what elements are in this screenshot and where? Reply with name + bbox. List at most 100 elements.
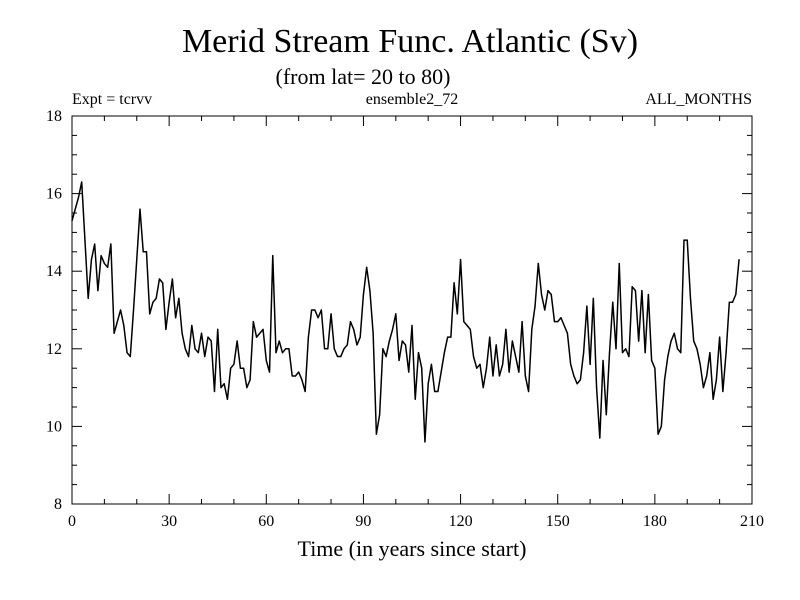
data-point — [181, 332, 183, 334]
data-point — [689, 297, 692, 299]
data-point — [391, 328, 394, 330]
data-point — [515, 355, 517, 358]
y-axis-tick-labels: 8 10 12 14 16 18 — [46, 108, 62, 513]
data-point — [233, 363, 235, 365]
data-point — [602, 359, 604, 362]
data-point — [262, 328, 264, 330]
data-point — [660, 425, 662, 427]
data-point — [327, 348, 329, 350]
y-tick-label: 14 — [46, 263, 62, 280]
data-point — [132, 309, 135, 311]
data-point — [550, 293, 552, 296]
data-point — [168, 301, 170, 303]
data-point — [84, 239, 86, 241]
data-point — [686, 239, 688, 241]
x-tick-label: 180 — [643, 513, 667, 530]
data-point — [440, 371, 442, 373]
experiment-label: Expt = tcrvv — [72, 91, 152, 108]
data-point — [220, 387, 222, 389]
data-point — [608, 352, 611, 354]
data-point — [278, 340, 280, 342]
data-point — [87, 297, 89, 299]
data-point — [482, 387, 484, 389]
data-point — [527, 390, 530, 393]
data-point — [663, 379, 666, 381]
data-point — [702, 387, 705, 389]
data-point — [450, 336, 452, 338]
data-point — [683, 239, 685, 241]
data-point — [395, 313, 397, 315]
data-point — [453, 282, 455, 284]
y-tick-label: 8 — [54, 496, 62, 513]
data-point — [275, 352, 277, 354]
data-point — [476, 367, 478, 369]
data-point — [505, 328, 507, 330]
y-tick-label: 10 — [46, 418, 62, 435]
data-point — [573, 375, 575, 377]
data-point — [336, 355, 339, 358]
data-point — [540, 293, 543, 296]
data-point — [311, 309, 313, 311]
data-point — [139, 208, 141, 210]
y-tick-label: 16 — [46, 186, 62, 203]
chart-subtitle: (from lat= 20 to 80) — [276, 64, 451, 89]
data-point — [592, 297, 594, 299]
data-point — [485, 367, 488, 369]
data-point — [162, 282, 164, 284]
data-point — [521, 321, 523, 323]
y-tick-label: 18 — [46, 108, 62, 125]
x-tick-label: 30 — [161, 513, 177, 530]
data-point — [145, 251, 148, 253]
data-point — [388, 340, 390, 342]
data-point — [372, 332, 374, 334]
data-point — [71, 220, 73, 222]
data-point — [424, 441, 426, 443]
data-point — [447, 336, 449, 338]
data-point — [625, 348, 627, 350]
x-tick-label: 150 — [546, 513, 570, 530]
data-point — [223, 383, 225, 385]
data-point — [340, 355, 342, 358]
data-point — [696, 348, 698, 350]
data-point — [333, 348, 335, 350]
data-point — [495, 344, 497, 346]
data-point — [126, 352, 128, 354]
data-point — [735, 293, 737, 296]
data-point — [97, 290, 99, 292]
data-point — [667, 355, 669, 358]
data-point — [375, 433, 377, 435]
data-point — [411, 324, 413, 327]
months-label: ALL_MONTHS — [645, 91, 752, 108]
data-point — [123, 324, 125, 327]
data-point — [731, 301, 734, 303]
data-point — [472, 355, 475, 358]
data-point — [427, 383, 429, 385]
data-point — [187, 355, 190, 358]
data-point — [456, 313, 458, 315]
data-point — [136, 258, 138, 261]
data-point — [307, 336, 309, 338]
data-point — [459, 258, 462, 261]
data-point — [294, 375, 297, 377]
data-point — [408, 371, 410, 373]
data-point — [570, 363, 572, 365]
data-point — [634, 290, 637, 292]
data-point — [359, 336, 361, 338]
data-point — [90, 258, 93, 261]
data-point — [272, 255, 274, 257]
data-point — [401, 340, 403, 342]
y-tick-label: 12 — [46, 341, 62, 358]
data-point — [298, 371, 300, 373]
data-point — [107, 266, 109, 268]
data-point — [226, 398, 229, 400]
data-point — [706, 375, 708, 377]
data-point — [191, 324, 193, 327]
data-point — [654, 367, 656, 369]
data-point — [618, 262, 620, 265]
data-point — [553, 321, 556, 323]
data-point — [599, 437, 601, 439]
data-point — [511, 340, 513, 342]
data-point — [152, 301, 154, 303]
data-point — [385, 355, 387, 358]
